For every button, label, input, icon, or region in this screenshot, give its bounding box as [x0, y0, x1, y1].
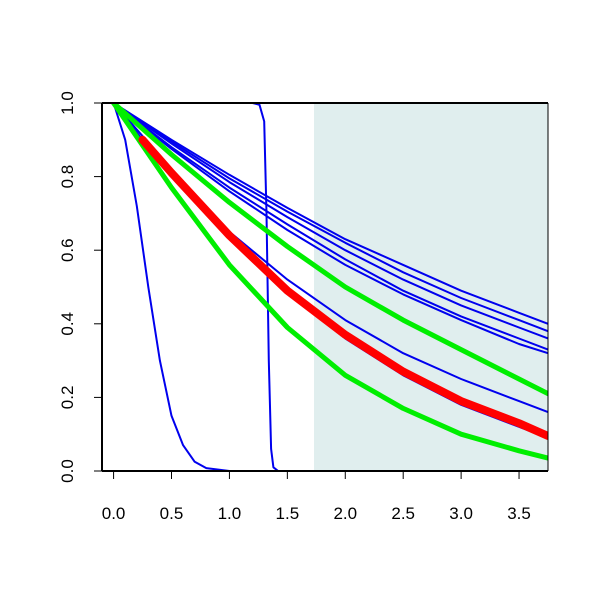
- series-line-6: [112, 103, 548, 351]
- x-tick-label: 2.5: [391, 504, 415, 523]
- x-tick-label: 3.0: [449, 504, 473, 523]
- y-tick-label: 0.4: [58, 312, 77, 336]
- series-line-3: [112, 103, 548, 325]
- series-line-10: [111, 103, 548, 397]
- series-line-12: [138, 135, 548, 440]
- x-tick-label: 3.5: [507, 504, 531, 523]
- series-line-1: [112, 103, 548, 471]
- y-tick-label: 0.8: [58, 165, 77, 189]
- series-line-11: [111, 103, 548, 461]
- series-line-4: [112, 103, 548, 333]
- y-tick-label: 1.0: [58, 91, 77, 115]
- y-tick-label: 0.0: [58, 459, 77, 483]
- y-tick-label: 0.6: [58, 238, 77, 262]
- series-line-7: [112, 103, 548, 355]
- series-line-5: [112, 103, 548, 340]
- x-tick-label: 0.5: [160, 504, 184, 523]
- x-tick-label: 1.5: [276, 504, 300, 523]
- x-tick-label: 2.0: [333, 504, 357, 523]
- x-tick-label: 1.0: [218, 504, 242, 523]
- shaded-region: [313, 103, 548, 471]
- x-tick-label: 0.0: [102, 504, 126, 523]
- axes-layer: 0.0 0.5 1.0 1.5 2.0 2.5 3.0 3.5 0.0 0.2 0.4 0.6 0.8 1…: [58, 91, 549, 523]
- y-tick-label: 0.2: [58, 386, 77, 410]
- series-layer: [111, 103, 548, 471]
